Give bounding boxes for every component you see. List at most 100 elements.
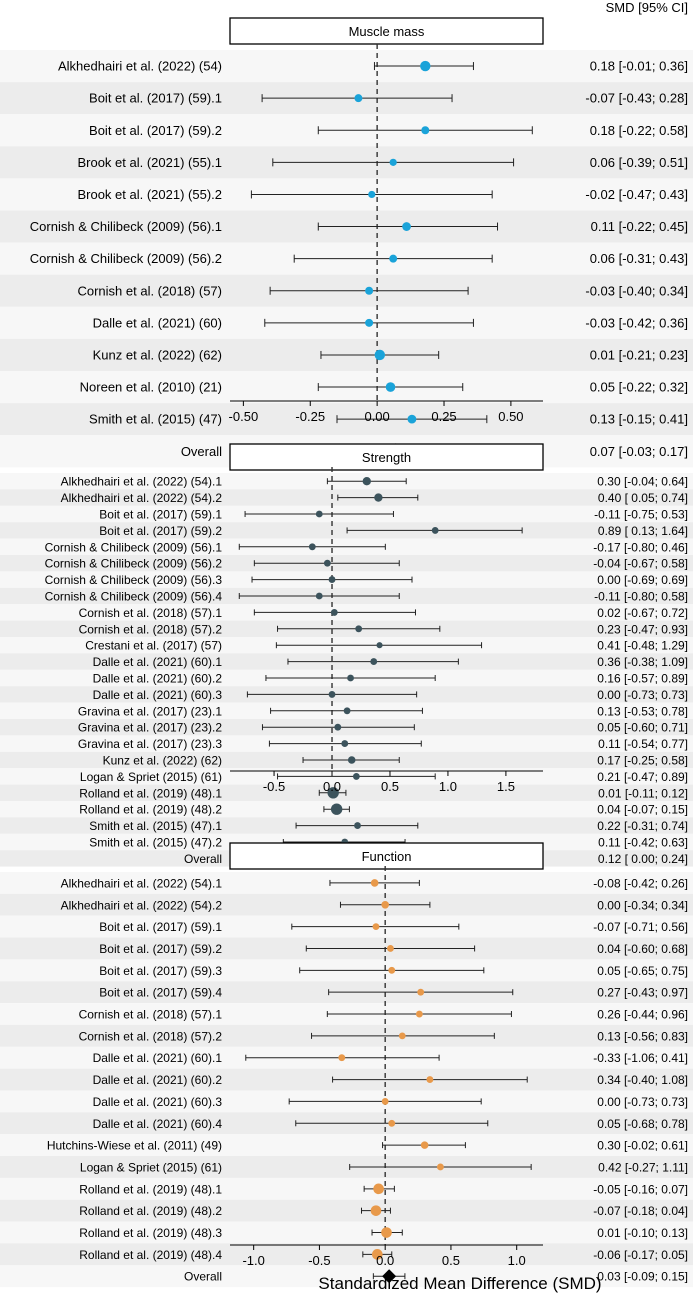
point-estimate	[338, 1054, 346, 1062]
row-band	[0, 1199, 693, 1222]
forest-panels: Muscle mass Alkhedhairi et al. (2022) (54…	[0, 17, 693, 1288]
point-estimate	[426, 1076, 434, 1083]
point-estimate	[398, 1032, 406, 1040]
point-estimate	[370, 1205, 382, 1216]
smd-ci-value: -0.06 [-0.17; 0.05]	[593, 1248, 688, 1262]
smd-ci-value: -0.11 [-0.80; 0.58]	[594, 590, 688, 604]
smd-ci-value: -0.03 [-0.40; 0.34]	[585, 283, 688, 298]
point-estimate	[315, 592, 323, 600]
smd-ci-value: 0.40 [ 0.05; 0.74]	[598, 491, 688, 505]
point-estimate	[385, 382, 396, 392]
smd-ci-value: -0.02 [-0.47; 0.43]	[585, 187, 688, 202]
point-estimate	[437, 1163, 444, 1171]
study-label: Brook et al. (2021) (55).1	[77, 155, 222, 170]
smd-ci-value: -0.07 [-0.43; 0.28]	[585, 91, 688, 106]
point-estimate	[347, 674, 354, 682]
point-estimate	[328, 690, 336, 698]
x-tick-label: 0.5	[381, 779, 399, 794]
point-estimate	[352, 772, 360, 780]
study-label: Rolland et al. (2019) (48).4	[79, 1248, 222, 1262]
panel-title-box	[229, 443, 544, 471]
study-label: Gravina et al. (2017) (23).2	[78, 721, 222, 735]
point-estimate	[354, 822, 361, 830]
smd-ci-value: 0.00 [-0.69; 0.69]	[597, 573, 688, 587]
x-axis: -0.50 -0.25 0.00 0.25 0.50	[229, 400, 543, 424]
smd-ci-value: 0.26 [-0.44; 0.96]	[597, 1008, 688, 1022]
study-label: Boit et al. (2017) (59).4	[99, 986, 222, 1000]
smd-ci-value: 0.06 [-0.39; 0.51]	[590, 155, 688, 170]
study-label: Boit et al. (2017) (59).1	[99, 920, 222, 934]
smd-ci-value: 0.05 [-0.22; 0.32]	[590, 380, 688, 395]
study-label: Cornish et al. (2018) (57).2	[79, 1029, 223, 1043]
x-tick-label: 0.0	[323, 779, 341, 794]
x-axis: -0.5 0.0 0.5 1.0 1.5	[230, 770, 543, 794]
row-band	[0, 1156, 693, 1178]
study-label: Alkhedhairi et al. (2022) (54).2	[61, 898, 223, 912]
x-tick-label: 0.0	[376, 1253, 394, 1268]
overall-diamond	[382, 1269, 397, 1284]
point-estimate	[389, 254, 398, 263]
smd-ci-value: 0.06 [-0.31; 0.43]	[590, 251, 688, 266]
point-estimate	[381, 1098, 389, 1105]
smd-ci-value: 0.04 [-0.07; 0.15]	[597, 803, 688, 817]
x-tick-label: -1.0	[242, 1253, 264, 1268]
point-estimate	[327, 787, 339, 799]
smd-ci-value: 0.05 [-0.60; 0.71]	[597, 721, 688, 735]
point-estimate	[376, 642, 383, 649]
smd-ci-value: 0.16 [-0.57; 0.89]	[597, 672, 688, 686]
smd-ci-value: 0.05 [-0.65; 0.75]	[597, 964, 688, 978]
point-estimate	[328, 576, 336, 584]
x-axis: -1.0 -0.5 0.0 0.5 1.0	[230, 1244, 543, 1268]
panel-title: Muscle mass	[349, 24, 425, 39]
point-estimate	[407, 414, 417, 424]
study-label: Rolland et al. (2019) (48).1	[79, 786, 222, 800]
row-band	[0, 784, 693, 801]
smd-ci-value: 0.41 [-0.48; 1.29]	[597, 639, 688, 653]
study-label: Crestani et al. (2017) (57)	[85, 639, 222, 653]
smd-ci-value: 0.00 [-0.34; 0.34]	[597, 898, 688, 912]
point-estimate	[381, 900, 389, 909]
study-label: Cornish & Chilibeck (2009) (56).1	[45, 540, 223, 554]
study-label: Kunz et al. (2022) (62)	[93, 347, 222, 362]
smd-ci-value: 0.01 [-0.10; 0.13]	[597, 1226, 688, 1240]
smd-ci-value: -0.08 [-0.42; 0.26]	[593, 876, 688, 890]
panel-muscle-mass: Muscle mass Alkhedhairi et al. (2022) (54…	[0, 17, 693, 468]
row-band	[0, 522, 693, 539]
panel-title-box	[229, 17, 544, 45]
point-estimate	[330, 803, 343, 815]
row-band	[0, 50, 693, 83]
point-estimate	[420, 60, 431, 72]
smd-ci-value: 0.11 [-0.22; 0.45]	[591, 219, 688, 234]
panel-title: Function	[362, 849, 412, 864]
smd-ci-value: 0.13 [-0.53; 0.78]	[597, 704, 688, 718]
x-tick-label: -0.5	[263, 779, 285, 794]
x-tick-label: 1.0	[508, 1253, 526, 1268]
study-label: Smith et al. (2015) (47)	[89, 412, 222, 427]
ci-column-header: SMD [95% CI]	[606, 0, 688, 15]
study-label: Rolland et al. (2019) (48).3	[79, 1226, 222, 1240]
smd-ci-value: 0.01 [-0.11; 0.12]	[598, 786, 688, 800]
overall-label: Overall	[181, 444, 222, 459]
point-estimate	[354, 94, 363, 103]
smd-ci-value: -0.05 [-0.16; 0.07]	[593, 1182, 688, 1196]
point-estimate	[388, 966, 396, 974]
study-label: Dalle et al. (2021) (60).2	[93, 1073, 223, 1087]
row-band	[0, 1265, 693, 1288]
point-estimate	[415, 1010, 423, 1018]
smd-ci-value: 0.00 [-0.73; 0.73]	[597, 1095, 688, 1109]
point-estimate	[323, 559, 331, 567]
study-label: Boit et al. (2017) (59).2	[99, 942, 222, 956]
smd-ci-value: 0.18 [-0.22; 0.58]	[590, 123, 688, 138]
smd-ci-value: -0.03 [-0.42; 0.36]	[585, 315, 688, 330]
point-estimate	[402, 222, 411, 231]
row-band	[0, 1177, 693, 1200]
study-label: Cornish et al. (2018) (57).2	[79, 622, 223, 636]
study-label: Gravina et al. (2017) (23).3	[78, 737, 222, 751]
point-estimate	[370, 658, 378, 666]
point-estimate	[330, 608, 338, 616]
study-label: Dalle et al. (2021) (60).3	[93, 1095, 223, 1109]
overall-smd-ci-value: 0.12 [ 0.00; 0.24]	[598, 852, 688, 866]
x-tick-label: -0.25	[295, 409, 325, 424]
x-axis-title: Standardized Mean Difference (SMD)	[318, 1274, 601, 1293]
